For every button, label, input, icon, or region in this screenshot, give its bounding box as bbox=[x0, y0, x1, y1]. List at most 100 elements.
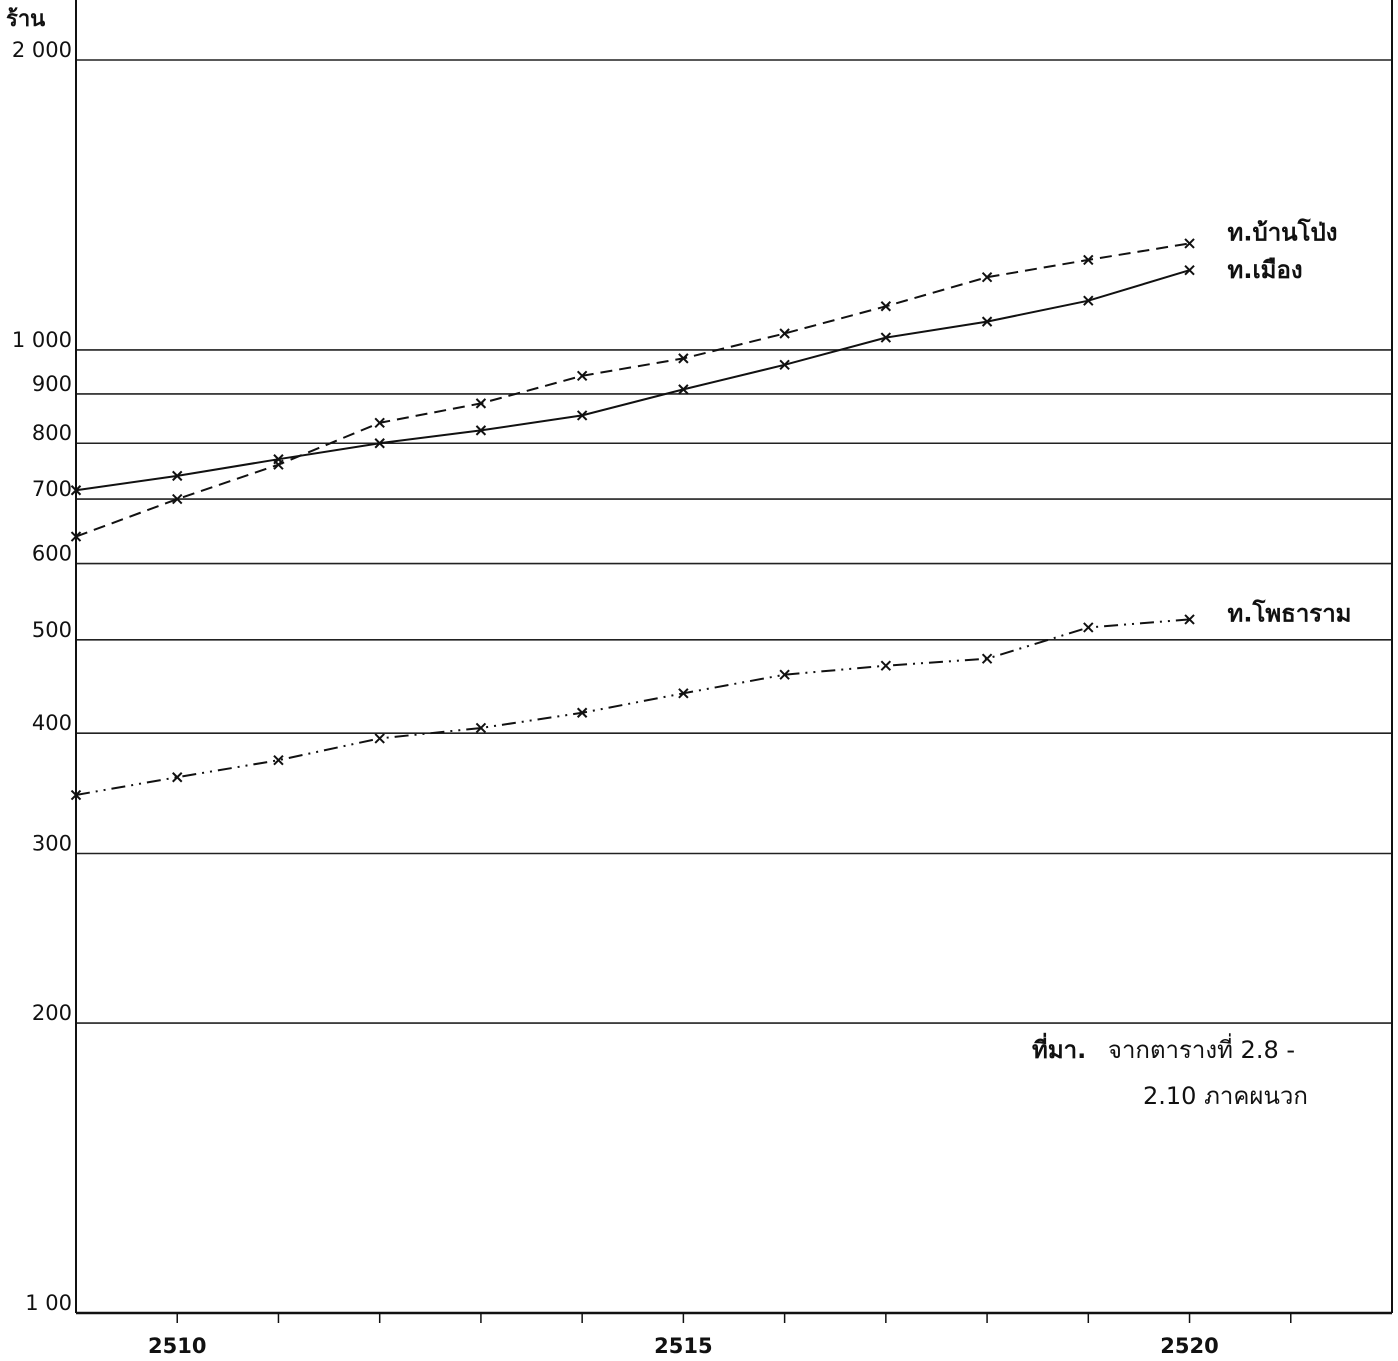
source-lead: ที่มา. bbox=[1032, 1032, 1086, 1064]
x-tick-label: 2520 bbox=[1160, 1334, 1218, 1358]
source-text-1: จากตารางที่ 2.8 - bbox=[1108, 1033, 1295, 1064]
series-label-1: ท.บ้านโป่ง bbox=[1228, 217, 1338, 246]
x-tick-label: 2515 bbox=[654, 1334, 712, 1358]
data-point bbox=[374, 438, 385, 449]
point-mark bbox=[172, 772, 183, 783]
point-mark bbox=[475, 398, 487, 409]
series-label-3: ท.โพธาราม bbox=[1228, 598, 1352, 627]
data-point bbox=[880, 301, 892, 312]
data-point bbox=[70, 531, 82, 542]
point-mark bbox=[678, 353, 689, 364]
y-tick-label: 600 bbox=[32, 542, 72, 566]
y-tick-label: 500 bbox=[32, 618, 72, 642]
data-point bbox=[1083, 254, 1094, 266]
data-point bbox=[1184, 614, 1195, 625]
point-mark bbox=[374, 733, 385, 744]
point-mark bbox=[172, 493, 183, 505]
point-mark bbox=[1184, 614, 1195, 625]
y-tick-label: 1 000 bbox=[12, 328, 72, 352]
data-point bbox=[475, 722, 487, 734]
point-mark bbox=[576, 707, 588, 718]
point-mark bbox=[576, 410, 588, 421]
point-mark bbox=[70, 531, 82, 542]
data-point bbox=[1184, 238, 1195, 249]
data-point bbox=[475, 398, 487, 409]
data-point bbox=[678, 688, 689, 699]
point-mark bbox=[880, 332, 892, 343]
axis-layer bbox=[75, 0, 1393, 1323]
data-point bbox=[678, 384, 689, 395]
data-point bbox=[880, 332, 892, 343]
y-tick-label: 900 bbox=[32, 372, 72, 396]
series-label-2: ท.เมือง bbox=[1228, 256, 1303, 284]
point-mark bbox=[779, 359, 790, 371]
grid-layer bbox=[76, 59, 1392, 1024]
y-tick-label: 200 bbox=[32, 1001, 72, 1025]
point-mark bbox=[779, 669, 790, 680]
y-tick-label: 800 bbox=[32, 421, 72, 445]
data-point bbox=[70, 789, 82, 801]
data-point bbox=[576, 707, 588, 718]
data-point bbox=[576, 370, 588, 382]
data-point bbox=[981, 271, 993, 283]
y-tick-label: 1 00 bbox=[25, 1291, 72, 1315]
data-point bbox=[273, 454, 284, 465]
point-mark bbox=[273, 754, 284, 766]
data-point bbox=[779, 669, 790, 680]
data-point bbox=[779, 328, 790, 339]
data-point bbox=[70, 485, 82, 496]
data-point bbox=[576, 410, 588, 421]
point-mark bbox=[1184, 264, 1195, 276]
data-point bbox=[880, 660, 892, 671]
point-mark bbox=[1083, 254, 1094, 266]
point-mark bbox=[981, 653, 993, 664]
y-tick-label: 400 bbox=[32, 711, 72, 735]
point-mark bbox=[475, 722, 487, 734]
point-mark bbox=[880, 660, 892, 671]
point-mark bbox=[1184, 238, 1195, 249]
source-note-line1: ที่มา. จากตารางที่ 2.8 - bbox=[1032, 1032, 1295, 1064]
data-point bbox=[1083, 295, 1094, 306]
data-point bbox=[678, 353, 689, 364]
data-point bbox=[475, 425, 487, 436]
data-point bbox=[273, 754, 284, 766]
point-mark bbox=[779, 328, 790, 339]
series-line-1 bbox=[75, 242, 1190, 538]
source-note-line2: 2.10 ภาคผนวก bbox=[1143, 1082, 1308, 1110]
x-tick-label: 2510 bbox=[148, 1334, 206, 1358]
point-mark bbox=[70, 789, 82, 801]
point-mark bbox=[273, 454, 284, 465]
point-mark bbox=[1083, 295, 1094, 306]
data-point bbox=[779, 359, 790, 371]
point-mark bbox=[374, 438, 385, 449]
point-mark bbox=[172, 470, 183, 482]
data-point bbox=[1083, 622, 1094, 633]
series-line-2 bbox=[75, 269, 1190, 492]
point-mark bbox=[981, 316, 993, 327]
point-mark bbox=[70, 485, 82, 496]
data-point bbox=[1184, 264, 1195, 276]
point-mark bbox=[678, 688, 689, 699]
y-unit-label: ร้าน bbox=[6, 7, 45, 32]
data-point bbox=[172, 493, 183, 505]
data-point bbox=[374, 733, 385, 744]
series-layer bbox=[70, 238, 1195, 801]
point-mark bbox=[475, 425, 487, 436]
series-line-3 bbox=[75, 618, 1190, 796]
y-tick-label: 2 000 bbox=[12, 38, 72, 62]
point-mark bbox=[981, 271, 993, 283]
point-mark bbox=[374, 417, 385, 429]
y-tick-label: 300 bbox=[32, 831, 72, 855]
y-tick-label: 700 bbox=[32, 477, 72, 501]
data-point bbox=[172, 772, 183, 783]
data-point bbox=[172, 470, 183, 482]
point-mark bbox=[576, 370, 588, 382]
point-mark bbox=[880, 301, 892, 312]
point-mark bbox=[1083, 622, 1094, 633]
data-point bbox=[981, 653, 993, 664]
data-point bbox=[374, 417, 385, 429]
data-point bbox=[981, 316, 993, 327]
point-mark bbox=[678, 384, 689, 395]
